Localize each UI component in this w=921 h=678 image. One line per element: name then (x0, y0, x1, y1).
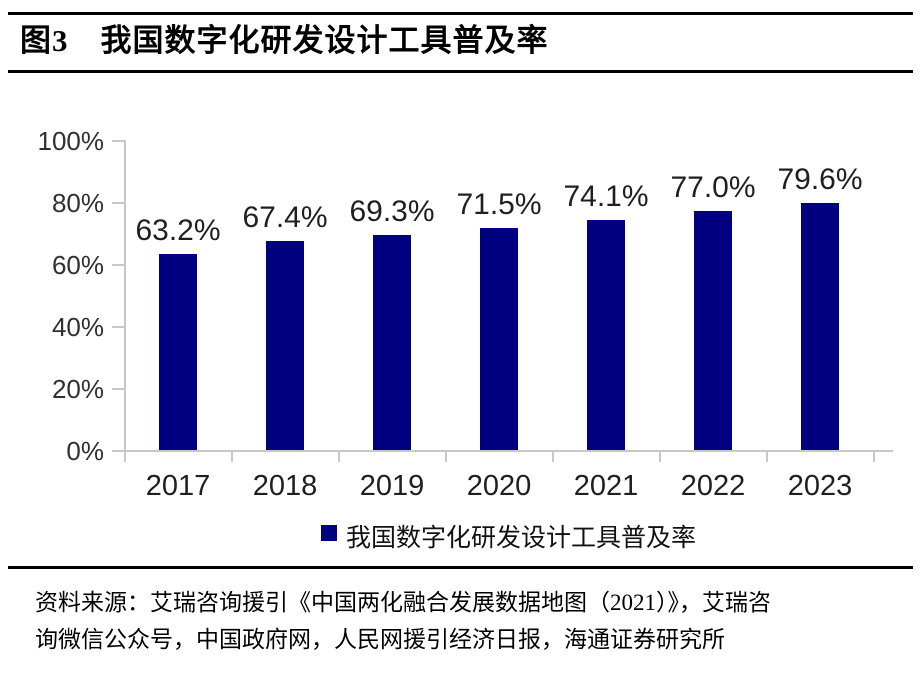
bar-2023 (801, 203, 839, 450)
x-axis-line (112, 450, 893, 452)
x-axis-category-label: 2022 (680, 470, 746, 502)
bar-value-label: 79.6% (777, 163, 863, 196)
bar-value-label: 71.5% (456, 188, 542, 221)
y-axis-tick (112, 202, 124, 204)
bar-value-label: 77.0% (670, 171, 756, 204)
x-axis-category-label: 2018 (252, 470, 318, 502)
y-axis-tick-label: 40% (51, 312, 104, 342)
y-axis-tick-label: 20% (51, 374, 104, 404)
y-axis-tick (112, 450, 124, 452)
legend-swatch-icon (320, 525, 337, 542)
x-axis-tick (552, 450, 554, 462)
bar-2019 (373, 235, 411, 450)
bar-2021 (587, 220, 625, 450)
x-axis-category-label: 2020 (466, 470, 532, 502)
bar-2020 (480, 228, 518, 450)
y-axis-tick (112, 388, 124, 390)
bar-value-label: 69.3% (349, 195, 435, 228)
x-axis-tick (231, 450, 233, 462)
y-axis-tick-label: 0% (66, 436, 104, 466)
y-axis-line (124, 140, 126, 462)
legend-label: 我国数字化研发设计工具普及率 (345, 525, 696, 552)
bar-value-label: 67.4% (242, 201, 328, 234)
y-axis-tick (112, 264, 124, 266)
bar-2022 (694, 211, 732, 450)
source-line-2: 询微信公众号，中国政府网，人民网援引经济日报，海通证券研究所 (35, 627, 725, 652)
bar-2017 (159, 254, 197, 450)
source-note: 资料来源：艾瑞咨询援引《中国两化融合发展数据地图（2021）》，艾瑞咨 询微信公… (35, 584, 897, 658)
x-axis-category-label: 2023 (787, 470, 853, 502)
x-axis-tick (873, 450, 875, 462)
chart-legend: 我国数字化研发设计工具普及率 (124, 518, 893, 554)
x-axis-category-label: 2019 (359, 470, 425, 502)
bar-2018 (266, 241, 304, 450)
y-axis-tick-label: 60% (51, 250, 104, 280)
title-top-rule (8, 12, 913, 15)
y-axis-tick-label: 100% (37, 126, 105, 156)
bar-value-label: 74.1% (563, 180, 649, 213)
x-axis-category-label: 2021 (573, 470, 639, 502)
bar-value-label: 63.2% (135, 214, 221, 247)
x-axis-tick (445, 450, 447, 462)
title-bottom-rule (8, 70, 913, 73)
x-axis-tick (766, 450, 768, 462)
x-axis-tick (659, 450, 661, 462)
y-axis-tick (112, 140, 124, 142)
x-axis-tick (338, 450, 340, 462)
figure-title: 图3 我国数字化研发设计工具普及率 (20, 23, 549, 58)
y-axis-tick-label: 80% (51, 188, 104, 218)
source-divider-rule (8, 566, 913, 569)
x-axis-category-label: 2017 (145, 470, 211, 502)
y-axis-tick (112, 326, 124, 328)
source-line-1: 资料来源：艾瑞咨询援引《中国两化融合发展数据地图（2021）》，艾瑞咨 (35, 590, 771, 615)
